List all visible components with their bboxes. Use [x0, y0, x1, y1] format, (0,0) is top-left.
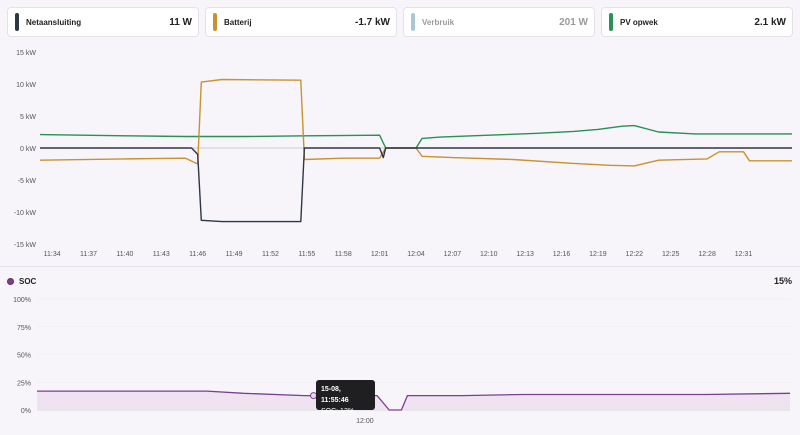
x-tick-label: 11:37	[80, 251, 97, 258]
y-tick-label: -10 kW	[14, 210, 37, 217]
x-tick-label: 12:25	[662, 251, 680, 258]
series-line-soc	[37, 390, 791, 411]
chart-tooltip: 15-08, 11:55:46 SOC: 13%	[316, 380, 375, 415]
x-tick-label: 12:10	[480, 251, 498, 258]
series-line-netaansluiting	[40, 147, 792, 223]
y-tick-label: 5 kW	[20, 114, 36, 121]
soc-legend-dot-icon	[7, 277, 14, 285]
y-tick-label: 0 kW	[20, 146, 36, 153]
x-tick-label: 11:58	[335, 251, 352, 258]
soc-label: SOC	[19, 276, 37, 286]
card-name: Netaansluiting	[26, 17, 82, 27]
y-tick-label: -15 kW	[14, 242, 37, 249]
card-name: Batterij	[224, 17, 252, 27]
card-batterij[interactable]: Batterij -1.7 kW	[205, 7, 397, 37]
card-verbruik[interactable]: Verbruik 201 W	[403, 7, 595, 37]
x-tick-label: 12:28	[698, 251, 716, 258]
y-tick-label: 25%	[17, 380, 31, 387]
y-tick-label: 15 kW	[16, 50, 36, 57]
tooltip-value: SOC: 13%	[321, 408, 355, 415]
x-tick-label: 12:07	[444, 251, 462, 258]
x-tick-label: 12:22	[626, 251, 644, 258]
x-tick-label: 12:16	[553, 251, 571, 258]
x-tick-label: 12:13	[516, 251, 534, 258]
card-pv-opwek[interactable]: PV opwek 2.1 kW	[601, 7, 793, 37]
x-tick-label: 12:00	[356, 418, 374, 425]
soc-header: SOC 15%	[7, 275, 792, 287]
x-tick-label: 11:40	[116, 251, 133, 258]
y-tick-label: 50%	[17, 353, 31, 360]
x-tick-label: 11:52	[262, 251, 279, 258]
x-tick-label: 11:55	[298, 251, 315, 258]
tooltip-time: 15-08, 11:55:46	[321, 386, 349, 404]
card-value: -1.7 kW	[354, 16, 390, 28]
section-divider	[0, 266, 800, 267]
card-color-bar	[609, 13, 613, 31]
x-tick-label: 12:01	[371, 251, 389, 258]
card-netaansluiting[interactable]: Netaansluiting 11 W	[7, 7, 199, 37]
card-color-bar	[411, 13, 415, 31]
card-name: Verbruik	[422, 17, 455, 27]
soc-chart[interactable]: 100% 75% 50% 25% 0% 12:00	[0, 268, 800, 435]
summary-cards: Netaansluiting 11 W Batterij -1.7 kW Ver…	[7, 7, 793, 37]
soc-current-value: 15%	[773, 276, 792, 286]
x-tick-label: 11:49	[226, 251, 243, 258]
card-color-bar	[213, 13, 217, 31]
x-tick-label: 12:31	[735, 251, 753, 258]
card-value: 201 W	[559, 16, 588, 28]
power-chart[interactable]: 15 kW 10 kW 5 kW 0 kW -5 kW -10 kW -15 kW 11:34…	[0, 40, 800, 265]
card-color-bar	[15, 13, 19, 31]
x-tick-label: 12:04	[407, 251, 425, 258]
series-line-pv-opwek	[39, 124, 792, 149]
y-tick-label: 10 kW	[16, 82, 36, 89]
y-tick-label: -5 kW	[18, 178, 37, 185]
x-tick-label: 11:46	[189, 251, 206, 258]
card-value: 2.1 kW	[754, 16, 786, 28]
card-name: PV opwek	[620, 17, 658, 27]
y-tick-label: 100%	[13, 297, 31, 304]
x-tick-label: 11:43	[153, 251, 170, 258]
y-tick-label: 75%	[17, 325, 31, 332]
y-tick-label: 0%	[21, 408, 31, 415]
series-line-batterij	[39, 78, 792, 167]
x-tick-label: 12:19	[589, 251, 607, 258]
card-value: 11 W	[169, 16, 192, 28]
x-tick-label: 11:34	[44, 251, 61, 258]
soc-area	[37, 391, 790, 410]
